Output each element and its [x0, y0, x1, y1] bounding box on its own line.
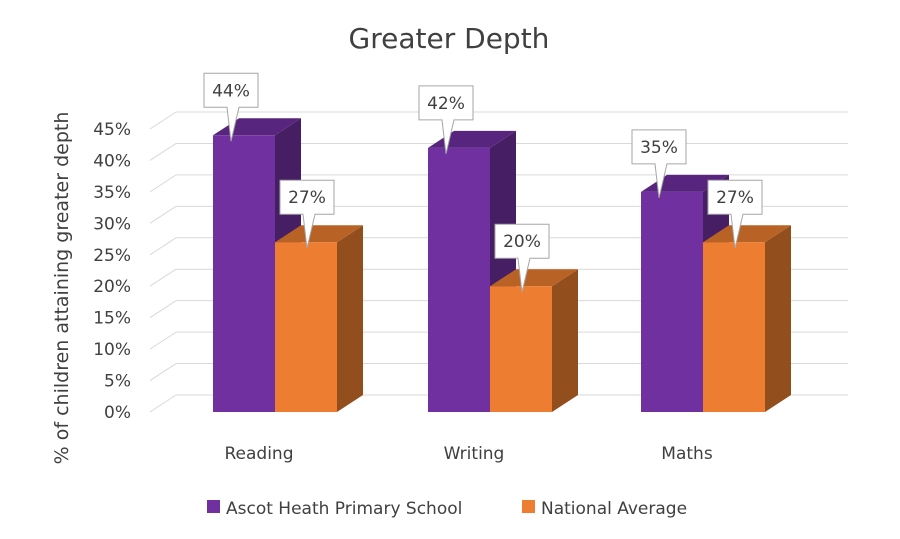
gridline-side — [149, 394, 177, 413]
legend-item: Ascot Heath Primary School — [207, 499, 462, 519]
data-label-text: 35% — [640, 138, 678, 158]
legend-label: Ascot Heath Primary School — [226, 499, 462, 519]
gridline-side — [149, 268, 177, 287]
y-axis-ticks: 0% 5% 10% 15% 20% 25% 30% 35% 40% 45% — [93, 120, 131, 423]
gridline-side — [149, 300, 177, 319]
legend-swatch — [207, 500, 220, 513]
gridline-side — [149, 331, 177, 350]
data-label-text: 27% — [288, 188, 326, 208]
y-tick-label: 35% — [93, 183, 131, 203]
bar — [490, 269, 578, 412]
legend-item: National Average — [522, 499, 687, 519]
y-axis-label: % of children attaining greater depth — [51, 112, 73, 465]
data-label-text: 27% — [716, 188, 754, 208]
data-label: 27% — [279, 179, 335, 249]
y-tick-label: 5% — [104, 372, 131, 392]
data-label-text: 44% — [212, 81, 250, 101]
gridline-side — [149, 143, 177, 161]
y-tick-label: 30% — [93, 214, 131, 234]
gridline-side — [149, 205, 177, 224]
legend-label: National Average — [541, 499, 687, 519]
bars — [213, 118, 791, 413]
data-label: 27% — [707, 179, 763, 249]
y-tick-label: 20% — [93, 277, 131, 297]
y-tick-label: 10% — [93, 340, 131, 360]
chart-title: Greater Depth — [349, 22, 550, 55]
data-label: 44% — [203, 72, 259, 142]
legend: Ascot Heath Primary School National Avera… — [207, 499, 687, 519]
bar — [275, 225, 363, 412]
category-label: Writing — [444, 444, 505, 464]
category-labels: Reading Writing Maths — [224, 444, 712, 464]
gridline-side — [149, 111, 177, 130]
gridline-side — [149, 237, 177, 256]
data-labels: 44% 27% 42% 20% 35% 27% — [203, 72, 763, 293]
data-label: 20% — [494, 223, 550, 293]
y-tick-label: 15% — [93, 309, 131, 329]
gridline-side — [149, 174, 177, 193]
data-label-text: 20% — [503, 232, 541, 252]
y-tick-label: 45% — [93, 120, 131, 140]
gridline-side — [149, 363, 177, 381]
category-label: Maths — [661, 444, 713, 464]
bar — [703, 225, 791, 412]
y-tick-label: 40% — [93, 151, 131, 171]
legend-swatch — [522, 500, 535, 513]
data-label: 35% — [631, 129, 687, 199]
data-label-text: 42% — [427, 94, 465, 114]
y-tick-label: 25% — [93, 246, 131, 266]
y-tick-label: 0% — [104, 403, 131, 423]
data-label: 42% — [418, 85, 474, 154]
category-label: Reading — [224, 444, 293, 464]
